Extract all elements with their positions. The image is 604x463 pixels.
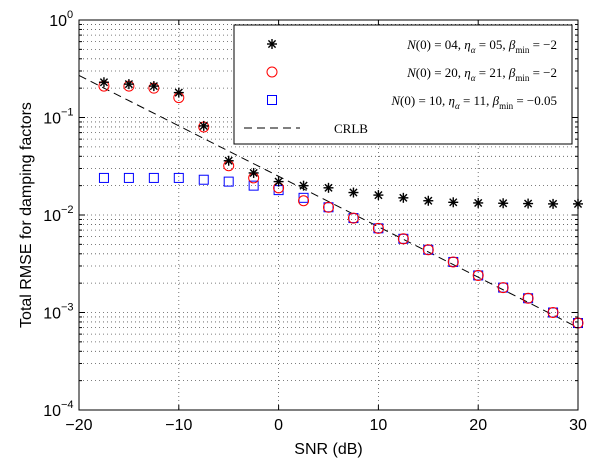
legend-marker-series-3 xyxy=(267,95,277,105)
point-series-2 xyxy=(547,307,559,318)
axis-ticks xyxy=(78,20,579,411)
legend-label-series-2: N(0) = 20, ηα = 21, βmin = −2 xyxy=(406,65,557,83)
y-tick-exponent: −1 xyxy=(61,107,74,119)
y-tick-base: 10 xyxy=(43,403,61,420)
point-series-1 xyxy=(273,176,284,187)
point-series-1 xyxy=(98,77,109,88)
x-tick-label: 20 xyxy=(469,417,487,434)
y-tick-label: 10 −3 xyxy=(43,302,73,323)
point-series-1 xyxy=(373,190,384,201)
point-series-3 xyxy=(298,192,309,203)
point-series-1 xyxy=(498,198,509,209)
x-tick-label: 10 xyxy=(370,417,388,434)
point-series-3 xyxy=(398,233,409,244)
y-tick-exponent: −3 xyxy=(61,302,74,314)
y-tick-label: 10 −1 xyxy=(43,107,73,128)
point-series-2 xyxy=(397,233,409,245)
crlb-series-line xyxy=(78,74,579,329)
x-tick-label: −20 xyxy=(65,417,92,434)
x-tick-label: 0 xyxy=(274,417,283,434)
point-series-1 xyxy=(223,155,234,166)
x-tick-labels: −20 −10 0 10 20 30 xyxy=(65,417,587,434)
y-tick-base: 10 xyxy=(43,306,61,323)
y-tick-base: 10 xyxy=(43,111,61,128)
point-series-3 xyxy=(148,172,159,183)
legend-label-crlb: CRLB xyxy=(334,121,368,136)
y-tick-label: 10 0 xyxy=(49,9,73,30)
y-axis-label: Total RMSE for damping factors xyxy=(18,102,35,328)
point-series-3 xyxy=(248,180,259,191)
point-series-1 xyxy=(473,197,484,208)
y-tick-label: 10 −4 xyxy=(43,399,73,420)
point-series-2 xyxy=(372,222,384,234)
y-tick-exponent: 0 xyxy=(67,9,73,21)
point-series-3 xyxy=(548,307,559,318)
point-series-1 xyxy=(548,198,559,209)
y-tick-base: 10 xyxy=(49,13,67,30)
y-tick-exponent: −4 xyxy=(61,399,74,411)
point-series-1 xyxy=(248,167,259,178)
x-tick-label: 30 xyxy=(569,417,587,434)
y-tick-base: 10 xyxy=(43,208,61,225)
point-series-1 xyxy=(173,87,184,98)
point-series-3 xyxy=(123,172,134,183)
point-series-2 xyxy=(323,201,334,213)
point-series-3 xyxy=(423,244,434,255)
point-series-3 xyxy=(198,174,209,185)
point-series-2 xyxy=(447,256,459,268)
crlb-line xyxy=(78,74,579,329)
point-series-1 xyxy=(523,198,534,209)
legend-marker-series-1 xyxy=(267,39,277,49)
point-series-1 xyxy=(148,81,159,92)
point-series-1 xyxy=(298,180,309,191)
point-series-3 xyxy=(173,172,184,183)
point-series-2 xyxy=(422,244,434,256)
x-axis-label: SNR (dB) xyxy=(294,441,362,458)
legend-box xyxy=(233,24,573,145)
point-series-2 xyxy=(522,292,534,304)
point-series-2 xyxy=(347,212,359,224)
legend-marker-series-2 xyxy=(266,66,278,78)
point-series-3 xyxy=(323,202,334,213)
point-series-1 xyxy=(123,79,134,90)
point-series-3 xyxy=(348,213,359,224)
point-series-3 xyxy=(98,172,109,183)
point-series-2 xyxy=(298,195,310,207)
y-tick-label: 10 −2 xyxy=(43,204,73,225)
data-markers xyxy=(98,77,584,329)
y-tick-exponent: −2 xyxy=(61,204,74,216)
point-series-1 xyxy=(198,120,209,131)
point-series-2 xyxy=(472,269,484,281)
point-series-1 xyxy=(348,187,359,198)
point-series-1 xyxy=(323,182,334,193)
point-series-3 xyxy=(523,293,534,304)
legend-label-series-3: N(0) = 10, ηα = 11, βmin = −0.05 xyxy=(390,93,557,111)
point-series-1 xyxy=(398,192,409,203)
point-series-2 xyxy=(497,282,509,294)
point-series-3 xyxy=(223,176,234,187)
legend: N(0) = 04, ηα = 05, βmin = −2 N(0) = 20, … xyxy=(233,24,573,145)
point-series-3 xyxy=(498,282,509,293)
x-tick-label: −10 xyxy=(165,417,192,434)
point-series-1 xyxy=(448,197,459,208)
point-series-1 xyxy=(423,195,434,206)
legend-label-series-1: N(0) = 04, ηα = 05, βmin = −2 xyxy=(406,37,557,55)
